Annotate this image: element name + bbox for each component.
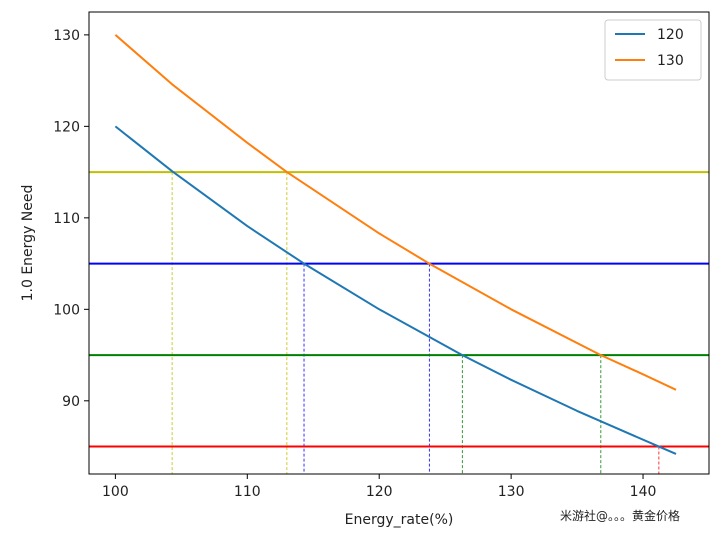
y-tick-label-100: 100 <box>53 302 80 318</box>
series-line-120 <box>114 125 677 455</box>
x-tick-label-120: 120 <box>366 484 393 500</box>
x-tick-label-130: 130 <box>498 484 525 500</box>
legend-box <box>604 19 702 81</box>
series-lines <box>114 34 677 455</box>
legend-label-130: 130 <box>657 53 684 69</box>
x-tick-label-140: 140 <box>630 484 657 500</box>
y-axis-label: 1.0 Energy Need <box>20 185 36 302</box>
x-tick-label-100: 100 <box>102 484 129 500</box>
y-tick-label-130: 130 <box>53 28 80 44</box>
y-tick-label-90: 90 <box>62 394 80 410</box>
legend: 120 130 <box>604 19 702 81</box>
watermark: 米游社@。。。黄金价格 <box>560 509 681 523</box>
y-axis-ticks: 90 100 110 120 130 <box>53 28 89 410</box>
series-line-130 <box>114 34 677 391</box>
y-tick-label-120: 120 <box>53 119 80 135</box>
x-tick-label-110: 110 <box>234 484 261 500</box>
plot-frame <box>88 11 710 475</box>
reference-lines <box>89 171 709 474</box>
x-axis-label: Energy_rate(%) <box>345 512 454 528</box>
legend-label-120: 120 <box>657 27 684 43</box>
y-tick-label-110: 110 <box>53 211 80 227</box>
x-axis-ticks: 100 110 120 130 140 <box>102 474 656 500</box>
